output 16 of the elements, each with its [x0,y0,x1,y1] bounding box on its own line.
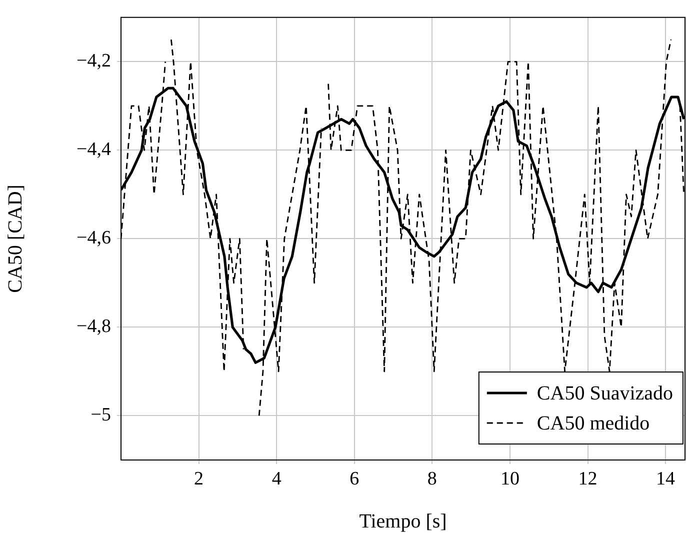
x-tick-label: 12 [578,468,598,490]
y-tick-label: −5 [90,404,111,426]
legend-label: CA50 medido [536,412,650,434]
x-tick-label: 4 [272,468,282,490]
x-axis-title: Tiempo [s] [359,510,447,532]
x-tick-label: 10 [500,468,520,490]
y-tick-label: −4,6 [76,228,111,249]
y-tick-label: −4,8 [76,316,111,338]
y-axis-title: CA50 [CAD] [4,184,26,293]
x-tick-label: 6 [350,468,360,490]
y-tick-label: −4,4 [76,139,112,160]
y-tick-label: −4,2 [76,50,111,72]
x-tick-label: 8 [427,468,437,490]
x-tick-label: 2 [194,468,204,490]
legend-label: CA50 Suavizado [536,382,673,404]
x-tick-label: 14 [656,468,676,490]
